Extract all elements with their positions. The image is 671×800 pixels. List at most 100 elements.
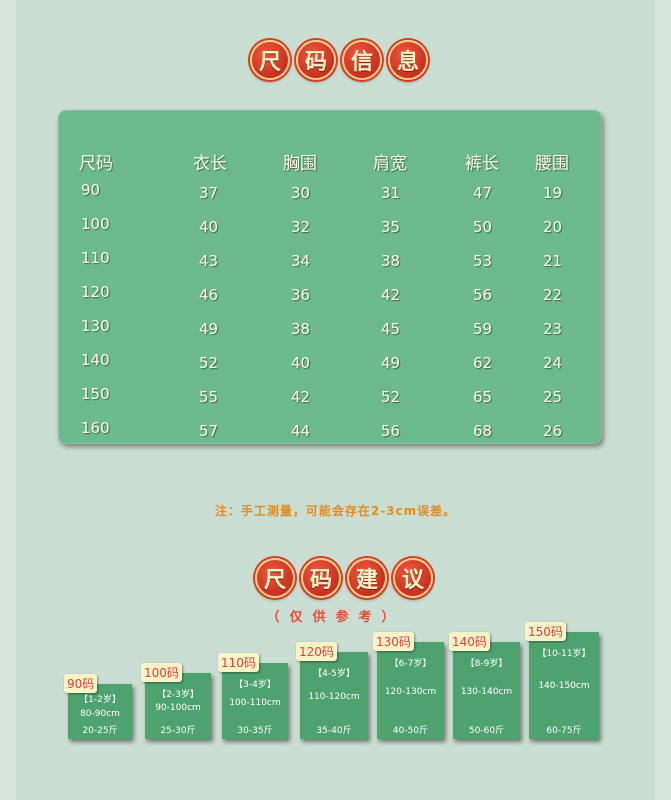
size-card: 【2-3岁】 90-100cm 25-30斤 (145, 673, 211, 739)
header-shoulder: 肩宽 (373, 154, 407, 174)
measurement-note: 注：手工测量，可能会存在2-3cm误差。 (214, 504, 457, 518)
size-card: 【8-9岁】 130-140cm 50-60斤 (453, 642, 520, 739)
size-tag: 130码 (373, 632, 414, 651)
cell-size: 110 (81, 249, 110, 267)
cell-pants-length: 47 (473, 184, 493, 202)
cell-chest: 36 (291, 286, 311, 304)
title-char: 议 (393, 558, 433, 598)
cell-pants-length: 68 (473, 422, 493, 440)
cell-size: 130 (81, 317, 110, 335)
title-char: 码 (301, 558, 341, 598)
cell-shoulder: 38 (381, 252, 401, 270)
card-height: 140-150cm (538, 681, 590, 691)
title-char: 尺 (255, 558, 295, 598)
cell-size: 100 (81, 215, 110, 233)
cell-shoulder: 52 (381, 388, 401, 406)
cell-chest: 30 (291, 184, 311, 202)
card-weight: 60-75斤 (546, 726, 582, 736)
cell-pants-length: 59 (473, 320, 493, 338)
cell-length: 55 (199, 388, 219, 406)
cell-length: 46 (199, 286, 219, 304)
cell-waist: 23 (543, 320, 563, 338)
cell-size: 120 (81, 283, 110, 301)
size-table: 尺码 衣长 胸围 肩宽 裤长 腰围 90 37 30 31 47 19 100 40 32 35 5… (58, 110, 602, 444)
cell-chest: 38 (291, 320, 311, 338)
size-card: 【3-4岁】 100-110cm 30-35斤 (222, 663, 288, 739)
size-tag: 140码 (449, 632, 490, 651)
card-age: 【6-7岁】 (389, 659, 432, 669)
card-weight: 35-40斤 (316, 726, 352, 736)
cell-waist: 24 (543, 354, 563, 372)
cell-chest: 32 (291, 218, 311, 236)
cell-size: 140 (81, 351, 110, 369)
cell-length: 37 (199, 184, 219, 202)
title-char: 建 (347, 558, 387, 598)
card-age: 【3-4岁】 (234, 680, 276, 690)
card-age: 【1-2岁】 (79, 695, 121, 705)
card-weight: 30-35斤 (237, 726, 273, 736)
cell-waist: 26 (543, 422, 563, 440)
card-weight: 20-25斤 (82, 726, 118, 736)
card-age: 【4-5岁】 (313, 669, 355, 679)
card-age: 【8-9岁】 (465, 659, 508, 669)
size-card: 【6-7岁】 120-130cm 40-50斤 (377, 642, 444, 739)
cell-waist: 20 (543, 218, 563, 236)
card-weight: 50-60斤 (468, 726, 505, 736)
card-age: 【10-11岁】 (537, 649, 591, 659)
cell-shoulder: 35 (381, 218, 401, 236)
size-tag: 150码 (525, 622, 566, 641)
card-weight: 25-30斤 (160, 726, 196, 736)
size-tag: 110码 (218, 653, 259, 672)
card-height: 110-120cm (308, 692, 360, 702)
cell-length: 49 (199, 320, 219, 338)
cell-length: 43 (199, 252, 219, 270)
cell-length: 40 (199, 218, 219, 236)
cell-pants-length: 56 (473, 286, 493, 304)
header-chest: 胸围 (283, 154, 317, 174)
card-age: 【2-3岁】 (157, 690, 199, 700)
cell-pants-length: 65 (473, 388, 493, 406)
cell-waist: 22 (543, 286, 563, 304)
size-tag: 90码 (64, 674, 98, 693)
size-advice-title: 尺 码 建 议 (255, 558, 433, 598)
cell-chest: 34 (291, 252, 311, 270)
cell-waist: 25 (543, 388, 563, 406)
size-card: 【1-2岁】 80-90cm 20-25斤 (68, 684, 132, 739)
title-char: 息 (388, 40, 428, 80)
header-pants-length: 裤长 (465, 154, 499, 174)
title-char: 信 (342, 40, 382, 80)
cell-length: 52 (199, 354, 219, 372)
cell-length: 57 (199, 422, 219, 440)
cell-size: 150 (81, 385, 110, 403)
cell-shoulder: 42 (381, 286, 401, 304)
cell-chest: 42 (291, 388, 311, 406)
cell-size: 90 (81, 181, 101, 199)
cell-pants-length: 62 (473, 354, 493, 372)
cell-shoulder: 56 (381, 422, 401, 440)
cell-shoulder: 45 (381, 320, 401, 338)
card-height: 130-140cm (460, 687, 513, 697)
header-length: 衣长 (193, 154, 227, 174)
size-info-title: 尺 码 信 息 (250, 40, 428, 80)
size-tag: 120码 (296, 642, 337, 661)
size-card: 【10-11岁】 140-150cm 60-75斤 (529, 632, 599, 739)
title-char: 尺 (250, 40, 290, 80)
card-height: 100-110cm (229, 698, 281, 708)
cell-chest: 40 (291, 354, 311, 372)
reference-subtitle: （仅供参考） (266, 610, 405, 625)
cell-waist: 19 (543, 184, 563, 202)
cell-shoulder: 49 (381, 354, 401, 372)
cell-waist: 21 (543, 252, 563, 270)
size-card: 【4-5岁】 110-120cm 35-40斤 (300, 652, 368, 739)
cell-shoulder: 31 (381, 184, 401, 202)
header-size: 尺码 (79, 154, 113, 174)
card-height: 120-130cm (384, 687, 437, 697)
title-char: 码 (296, 40, 336, 80)
cell-chest: 44 (291, 422, 311, 440)
cell-size: 160 (81, 419, 110, 437)
card-height: 80-90cm (80, 709, 120, 719)
size-tag: 100码 (141, 663, 182, 682)
header-waist: 腰围 (535, 154, 569, 174)
card-height: 90-100cm (155, 703, 201, 713)
